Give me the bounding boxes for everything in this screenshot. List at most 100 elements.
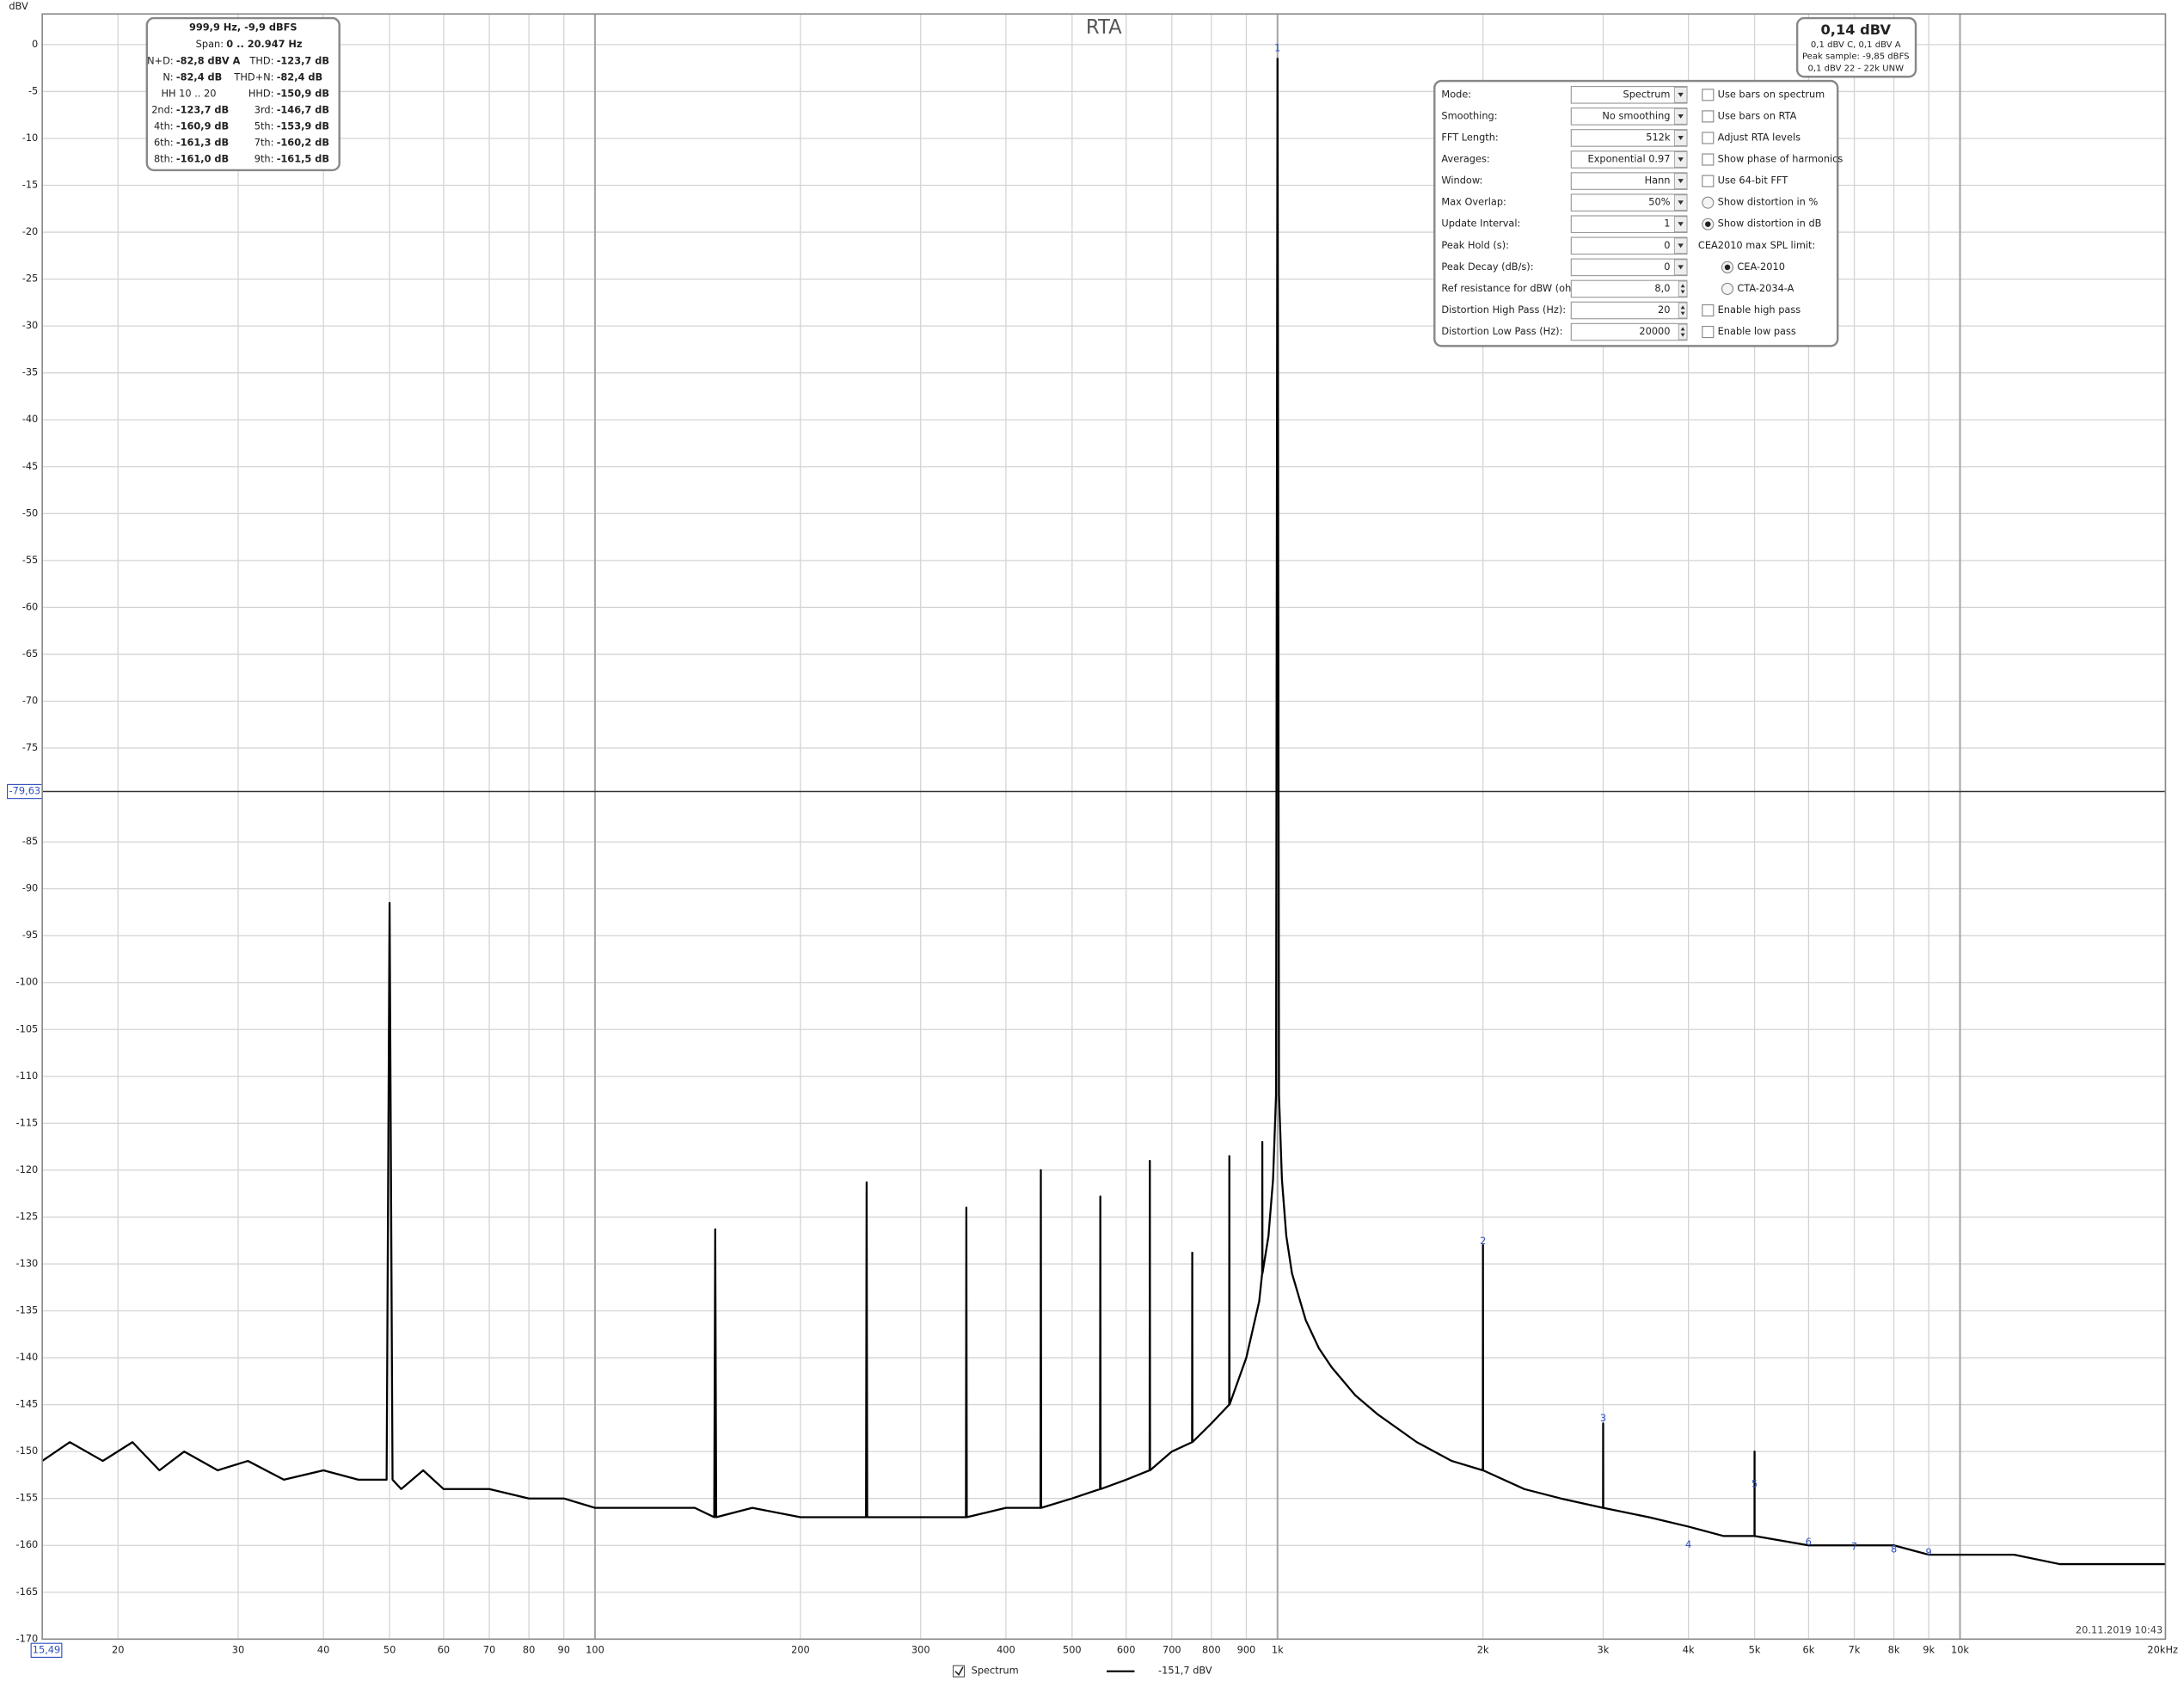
y-tick-label: -155 [16, 1492, 39, 1504]
info-label: HHD: [248, 87, 274, 99]
y-tick-label: -150 [16, 1445, 39, 1457]
dropdown-arrow [1678, 265, 1684, 270]
setting-label: Peak Hold (s): [1441, 239, 1509, 251]
option-text: Enable low pass [1718, 325, 1796, 337]
x-tick-label: 70 [483, 1643, 495, 1655]
dropdown-arrow [1678, 136, 1684, 140]
y-tick-label: -70 [22, 694, 39, 706]
settings-panel [1433, 79, 1839, 347]
info-value: -153,9 dB [277, 120, 329, 132]
spinner[interactable] [1678, 280, 1688, 298]
x-tick-label: 200 [791, 1643, 810, 1655]
info-value: -123,7 dB [176, 103, 229, 115]
y-tick-label: -55 [22, 554, 39, 566]
x-tick-label: 20kHz [2147, 1643, 2178, 1655]
checkbox[interactable] [1702, 89, 1715, 101]
legend-name: Spectrum [972, 1665, 1019, 1677]
x-tick-label: 30 [232, 1643, 244, 1655]
checkbox[interactable] [1702, 110, 1715, 123]
y-tick-label: -25 [22, 273, 39, 285]
setting-value: No smoothing [1602, 109, 1670, 121]
x-tick-label: 900 [1237, 1643, 1256, 1655]
option-label: CEA2010 max SPL limit: [1698, 239, 1815, 251]
y-tick-label: -35 [22, 366, 39, 378]
level-line: Peak sample: -9,85 dBFS [1802, 52, 1910, 62]
chart-title: RTA [1086, 16, 1122, 39]
dropdown-arrow [1678, 179, 1684, 184]
option-text: Enable high pass [1718, 304, 1801, 316]
info-label: 4th: [154, 120, 174, 132]
x-tick-label: 10k [1951, 1643, 1969, 1655]
info-header: 999,9 Hz, -9,9 dBFS [189, 21, 298, 33]
harmonic-marker: 8 [1891, 1543, 1897, 1555]
setting-value: 512k [1646, 131, 1671, 143]
y-axis-label: dBV [9, 0, 28, 12]
y-tick-label: 0 [32, 38, 38, 50]
spinner-arrows [1680, 284, 1685, 294]
y-tick-label: -45 [22, 460, 39, 472]
spinner[interactable] [1678, 302, 1688, 319]
y-tick-label: -115 [16, 1116, 39, 1128]
checkbox[interactable] [1702, 304, 1715, 317]
x-tick-label: 800 [1202, 1643, 1221, 1655]
setting-label: Mode: [1441, 88, 1471, 100]
checkbox[interactable] [1702, 132, 1715, 144]
option-text: CEA-2010 [1737, 261, 1785, 273]
x-tick-label: 8k [1888, 1643, 1900, 1655]
info-value: -82,4 dB [176, 71, 222, 83]
dropdown-arrow [1678, 113, 1684, 119]
x-tick-label: 5k [1749, 1643, 1761, 1655]
cursor-y-readout: -79,63 [9, 785, 41, 797]
level-line: 0,1 dBV 22 - 22k UNW [1807, 64, 1904, 73]
x-tick-label: 60 [438, 1643, 450, 1655]
x-tick-label: 90 [557, 1643, 569, 1655]
y-tick-label: -120 [16, 1163, 39, 1175]
timestamp: 20.11.2019 10:43 [2076, 1624, 2163, 1636]
setting-label: Ref resistance for dBW (ohm): [1441, 282, 1587, 294]
y-tick-label: -15 [22, 179, 39, 191]
info-label: N+D: [147, 54, 174, 66]
y-tick-label: -165 [16, 1586, 39, 1598]
y-tick-label: -130 [16, 1257, 39, 1269]
y-tick-label: -20 [22, 225, 39, 237]
radio-button[interactable] [1721, 282, 1734, 295]
y-tick-label: -110 [16, 1070, 39, 1082]
y-tick-label: -90 [22, 882, 39, 894]
x-tick-label: 20 [112, 1643, 124, 1655]
setting-label: Distortion High Pass (Hz): [1441, 304, 1566, 316]
y-tick-label: -145 [16, 1398, 39, 1410]
setting-value: Exponential 0.97 [1588, 153, 1671, 165]
x-tick-label: 100 [586, 1643, 604, 1655]
y-tick-label: -125 [16, 1210, 39, 1222]
y-tick-label: -75 [22, 741, 39, 753]
radio-button[interactable] [1702, 196, 1715, 209]
info-value: -82,8 dBV A [176, 54, 241, 66]
setting-value: Spectrum [1623, 88, 1671, 100]
option-text: Show distortion in dB [1718, 218, 1822, 230]
y-tick-label: -170 [16, 1632, 39, 1644]
setting-label: Window: [1441, 175, 1482, 187]
harmonic-marker: 4 [1685, 1538, 1691, 1550]
plot-frame [41, 13, 2167, 1641]
setting-label: Averages: [1441, 153, 1489, 165]
y-tick-label: -100 [16, 976, 39, 988]
spinner[interactable] [1678, 323, 1688, 340]
y-tick-label: -140 [16, 1351, 39, 1363]
harmonic-marker: 9 [1926, 1546, 1932, 1558]
info-label: Span: [196, 38, 224, 50]
harmonic-marker: 3 [1600, 1412, 1606, 1424]
setting-value: 1 [1664, 218, 1670, 230]
checkbox[interactable] [1702, 153, 1715, 166]
setting-label: Peak Decay (dB/s): [1441, 261, 1533, 273]
legend-check [954, 1666, 964, 1677]
checkbox[interactable] [1702, 175, 1715, 187]
option-text: Adjust RTA levels [1718, 131, 1801, 143]
y-tick-label: -65 [22, 647, 39, 660]
y-tick-label: -30 [22, 319, 39, 331]
checkbox[interactable] [1702, 325, 1715, 339]
info-value: -160,9 dB [176, 120, 229, 132]
harmonic-marker: 7 [1851, 1540, 1857, 1552]
radio-dot [1724, 264, 1731, 271]
option-text: Use bars on spectrum [1718, 88, 1825, 100]
level-box [1795, 16, 1917, 78]
